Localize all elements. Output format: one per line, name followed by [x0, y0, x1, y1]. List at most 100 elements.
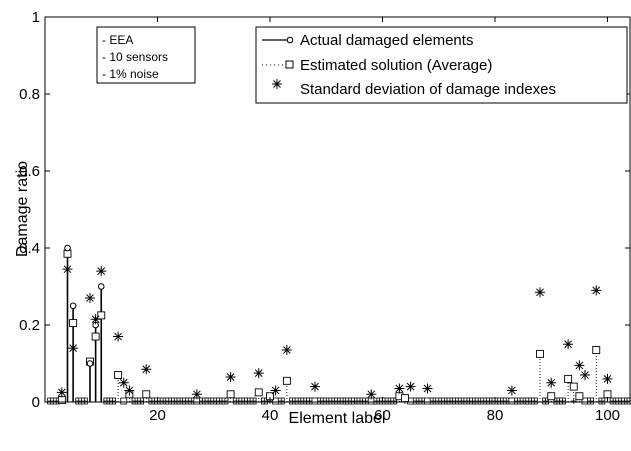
stddev-baseline-marker	[75, 398, 82, 404]
stddev-baseline-marker	[160, 398, 167, 404]
stddev-baseline-marker	[210, 398, 217, 404]
stddev-baseline-marker	[435, 398, 442, 404]
stddev-baseline-marker	[458, 398, 465, 404]
legend-entry-estimated: Estimated solution (Average)	[262, 57, 492, 74]
stddev-baseline-marker	[233, 398, 240, 404]
plot-frame	[44, 16, 631, 403]
stddev-baseline-marker	[497, 398, 504, 404]
actual-marker	[86, 360, 94, 367]
stddev-baseline-marker	[148, 398, 155, 404]
stddev-baseline-marker	[278, 398, 285, 404]
estimated-marker	[57, 396, 66, 405]
stddev-baseline-marker	[132, 398, 138, 404]
x-axis-label: Element label	[289, 410, 386, 427]
estimated-marker	[91, 332, 100, 341]
y-tick-label: 0.2	[19, 317, 40, 334]
stddev-baseline-marker	[199, 398, 206, 404]
estimated-marker	[97, 311, 106, 320]
stddev-baseline-marker	[525, 398, 532, 404]
stddev-marker	[580, 370, 590, 381]
stddev-baseline-marker	[430, 398, 437, 404]
estimated-marker	[569, 382, 578, 391]
estimated-marker	[69, 319, 78, 328]
estimated-baseline-marker	[120, 397, 128, 405]
stddev-baseline-marker	[289, 398, 296, 404]
marks-layer	[47, 244, 631, 405]
actual-marker	[64, 244, 71, 252]
stddev-baseline-marker	[373, 398, 380, 404]
stddev-marker	[591, 285, 602, 296]
stddev-baseline-marker	[553, 398, 560, 404]
stddev-baseline-marker	[486, 398, 493, 404]
stddev-marker	[405, 381, 416, 392]
stddev-baseline-marker	[469, 398, 476, 404]
stddev-baseline-marker	[306, 398, 313, 404]
estimated-marker	[401, 394, 409, 403]
stddev-baseline-marker	[531, 398, 538, 404]
stddev-marker	[310, 381, 320, 392]
stddev-baseline-marker	[177, 398, 183, 404]
stddev-baseline-marker	[357, 398, 363, 404]
stddev-baseline-marker	[615, 398, 622, 404]
stddev-baseline-marker	[323, 398, 330, 404]
stddev-marker	[422, 383, 433, 394]
stddev-marker	[535, 287, 545, 298]
stddev-marker	[546, 377, 557, 388]
stddev-baseline-marker	[390, 398, 397, 404]
estimated-marker	[254, 388, 263, 397]
x-tick-label: 40	[262, 407, 279, 424]
legend: Actual damaged elements Estimated soluti…	[255, 26, 628, 104]
stddev-baseline-marker	[261, 398, 268, 404]
stddev-marker	[85, 293, 95, 304]
stddev-baseline-marker	[182, 398, 189, 404]
stddev-baseline-marker	[216, 398, 223, 404]
stddev-baseline-marker	[621, 398, 628, 404]
stddev-baseline-marker	[345, 398, 352, 404]
stddev-baseline-marker	[317, 398, 324, 404]
axis-ticks: 20 40 60 80 100 0 0.2 0.4 0.6 0.8 1	[19, 9, 630, 424]
stddev-baseline-marker	[137, 398, 144, 404]
y-tick-label: 0	[32, 394, 40, 411]
stddev-marker	[394, 383, 405, 394]
stddev-marker	[281, 345, 292, 356]
stddev-baseline-marker	[222, 398, 228, 404]
stddev-baseline-marker	[250, 398, 257, 404]
stddev-baseline-marker	[542, 398, 549, 404]
estimated-marker	[226, 390, 235, 399]
annotation-box: - EEA - 10 sensors - 1% noise	[96, 26, 196, 84]
stddev-baseline-marker	[587, 398, 594, 404]
stddev-marker	[90, 314, 101, 325]
stddev-baseline-marker	[300, 398, 307, 404]
legend-asterisk-marker	[272, 79, 282, 89]
y-tick-label: 0.6	[19, 163, 40, 180]
actual-marker	[69, 302, 77, 310]
y-tick-label: 1	[32, 9, 40, 26]
stddev-marker	[62, 264, 73, 275]
x-tick-label: 80	[487, 407, 504, 424]
stems-layer	[61, 248, 608, 402]
stddev-baseline-marker	[480, 398, 487, 404]
y-axis-label: Damage ratio	[14, 161, 31, 257]
estimated-marker	[114, 371, 123, 379]
stddev-baseline-marker	[610, 398, 617, 404]
stddev-baseline-marker	[362, 398, 369, 404]
stddev-baseline-marker	[188, 398, 195, 404]
stddev-baseline-marker	[328, 398, 335, 404]
stddev-baseline-marker	[452, 398, 459, 404]
stddev-baseline-marker	[47, 398, 54, 404]
stddev-baseline-marker	[559, 398, 566, 404]
legend-label-actual: Actual damaged elements	[300, 32, 473, 49]
legend-square-marker	[285, 60, 294, 69]
annotation-line-sensors: - 10 sensors	[102, 50, 168, 64]
x-tick-label: 100	[595, 407, 620, 424]
stddev-baseline-marker	[447, 398, 453, 404]
stddev-marker	[141, 364, 152, 375]
estimated-marker	[63, 249, 72, 258]
legend-label-estimated: Estimated solution (Average)	[300, 57, 492, 74]
stddev-baseline-marker	[165, 398, 172, 404]
stddev-baseline-marker	[295, 398, 302, 404]
legend-entry-actual: Actual damaged elements	[262, 32, 473, 49]
stddev-marker	[124, 385, 135, 396]
stddev-marker	[366, 389, 377, 400]
